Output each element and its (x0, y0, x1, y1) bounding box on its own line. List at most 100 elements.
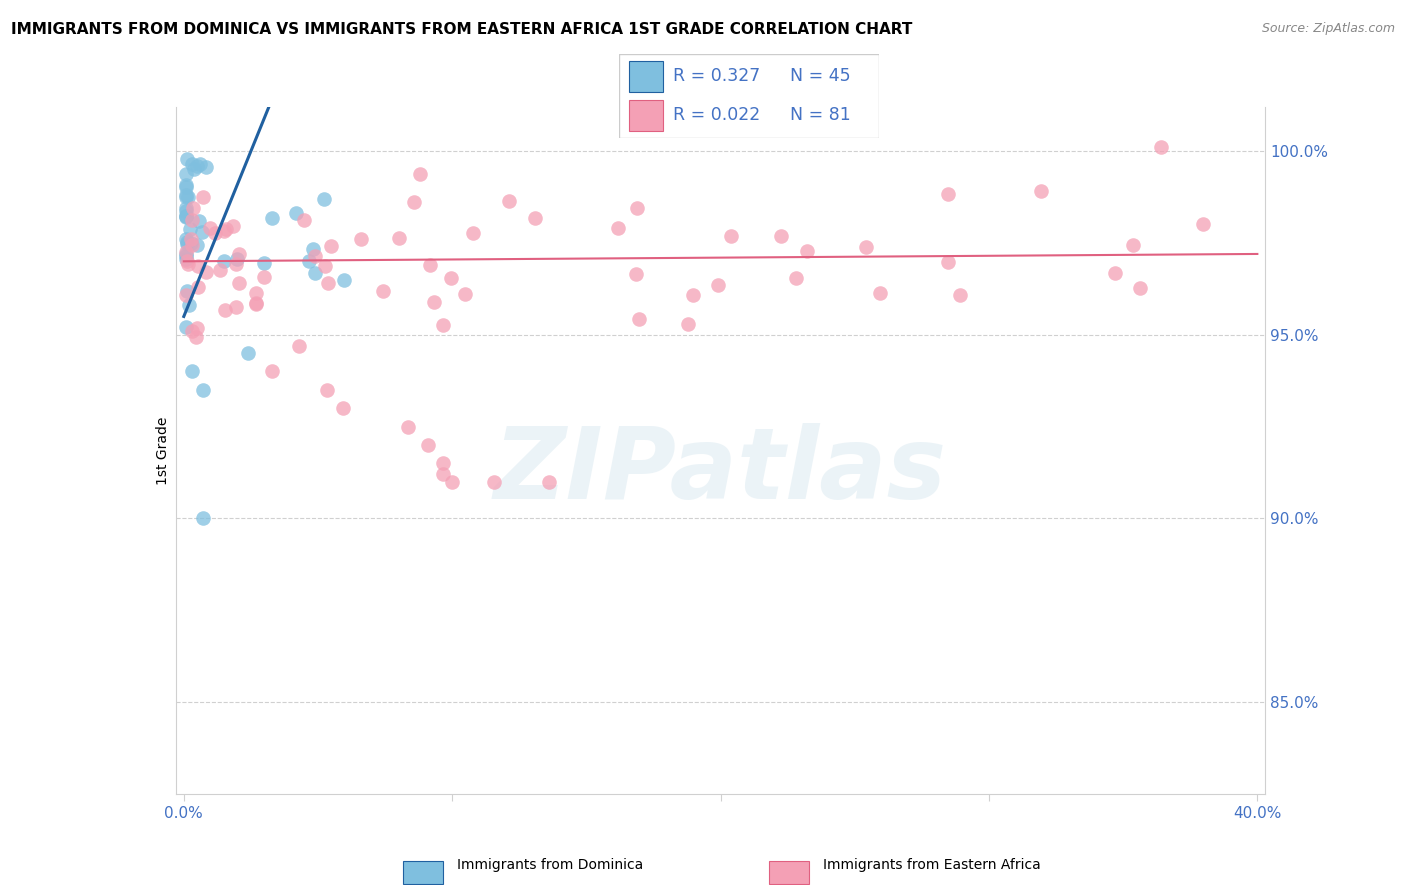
Point (315, 383, 337, 397)
Point (186, 159, 208, 173)
Point (176, 320, 198, 334)
Point (191, 383, 214, 397)
Text: N = 81: N = 81 (790, 106, 851, 124)
Point (949, 288, 972, 302)
Point (869, 286, 891, 301)
Point (453, 286, 475, 301)
Point (416, 438, 439, 452)
Point (180, 232, 202, 246)
Point (626, 201, 648, 215)
Text: R = 0.022: R = 0.022 (673, 106, 761, 124)
Point (183, 161, 205, 176)
Point (176, 235, 198, 249)
Point (228, 247, 250, 261)
FancyBboxPatch shape (628, 100, 662, 130)
Point (607, 221, 630, 235)
Point (245, 285, 267, 300)
Point (176, 202, 198, 216)
Point (318, 276, 340, 290)
Point (785, 270, 807, 285)
FancyBboxPatch shape (404, 861, 443, 884)
Point (1129, 281, 1152, 295)
Text: Immigrants from Eastern Africa: Immigrants from Eastern Africa (823, 858, 1040, 872)
Point (194, 160, 217, 174)
Point (180, 364, 202, 378)
Point (226, 252, 249, 266)
Point (314, 259, 336, 273)
Point (440, 271, 463, 285)
Point (176, 180, 198, 194)
Point (214, 303, 236, 318)
Point (301, 242, 323, 256)
Point (298, 254, 321, 268)
Point (706, 278, 728, 293)
FancyBboxPatch shape (619, 54, 879, 138)
Point (193, 189, 215, 203)
Point (855, 240, 877, 254)
Point (176, 209, 198, 223)
Point (179, 298, 201, 312)
FancyBboxPatch shape (628, 62, 662, 92)
Point (284, 205, 307, 219)
Text: Source: ZipAtlas.com: Source: ZipAtlas.com (1261, 22, 1395, 36)
Point (260, 211, 283, 225)
Point (262, 364, 284, 378)
Point (215, 221, 238, 235)
Point (332, 273, 354, 287)
Point (200, 221, 222, 235)
Point (432, 318, 454, 333)
Point (181, 212, 204, 227)
Point (176, 167, 198, 181)
Point (253, 256, 276, 270)
Point (209, 262, 232, 277)
Point (770, 229, 793, 244)
Point (184, 329, 207, 343)
Point (187, 280, 209, 294)
Point (176, 178, 198, 192)
Text: IMMIGRANTS FROM DOMINICA VS IMMIGRANTS FROM EASTERN AFRICA 1ST GRADE CORRELATION: IMMIGRANTS FROM DOMINICA VS IMMIGRANTS F… (11, 22, 912, 37)
Point (404, 195, 426, 210)
Point (682, 288, 704, 302)
Point (181, 324, 204, 338)
Point (212, 254, 235, 268)
Point (176, 252, 198, 266)
Point (176, 190, 198, 204)
Point (176, 247, 198, 261)
Point (1122, 238, 1144, 252)
Point (294, 212, 316, 227)
Point (176, 237, 198, 252)
Point (1104, 266, 1126, 280)
Point (461, 226, 484, 240)
Point (225, 301, 247, 315)
Point (676, 317, 699, 331)
Point (484, 475, 506, 489)
Text: R = 0.327: R = 0.327 (673, 68, 761, 86)
Point (523, 211, 546, 226)
Point (176, 253, 198, 268)
Point (350, 232, 373, 246)
Point (181, 201, 204, 215)
Point (176, 209, 198, 223)
Point (432, 467, 454, 482)
Point (245, 296, 267, 310)
Point (441, 475, 464, 489)
Point (288, 339, 311, 353)
Point (176, 204, 198, 219)
Y-axis label: 1st Grade: 1st Grade (156, 417, 170, 484)
Point (936, 255, 959, 269)
Point (419, 259, 441, 273)
Point (191, 226, 214, 240)
Point (253, 269, 276, 284)
Point (212, 224, 235, 238)
Point (176, 232, 198, 246)
Text: N = 45: N = 45 (790, 68, 851, 86)
Point (624, 267, 647, 281)
Point (498, 194, 520, 209)
Point (1192, 218, 1215, 232)
Point (373, 284, 395, 298)
Point (176, 210, 198, 224)
Point (180, 235, 202, 250)
Point (186, 321, 208, 335)
Point (176, 152, 198, 166)
Point (409, 168, 432, 182)
